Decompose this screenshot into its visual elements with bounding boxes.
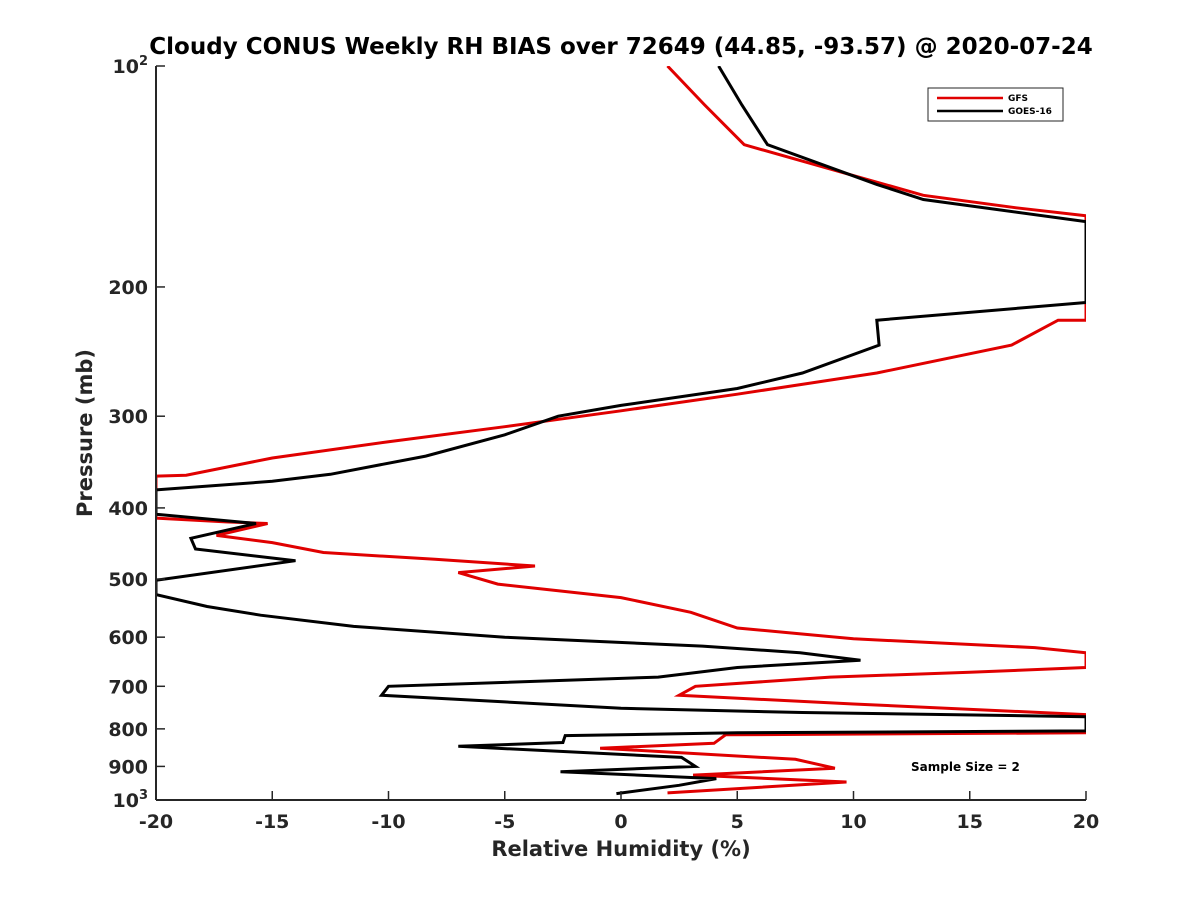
y-tick-label: 700 <box>108 676 148 698</box>
x-tick-label: -5 <box>494 811 515 833</box>
y-tick-label: 200 <box>108 277 148 299</box>
series-line-goes-16 <box>156 66 1086 796</box>
x-tick-label: 20 <box>1073 811 1099 833</box>
y-tick-label: 600 <box>108 627 148 649</box>
legend-box <box>927 87 1064 122</box>
y-axis-label: Pressure (mb) <box>73 349 97 517</box>
x-tick-label: -10 <box>371 811 405 833</box>
x-tick-label: 15 <box>957 811 983 833</box>
y-tick-label: 300 <box>108 406 148 428</box>
series-line-gfs <box>156 66 1086 795</box>
y-tick-label: 400 <box>108 498 148 520</box>
y-tick-label: 102 <box>113 54 149 78</box>
y-tick-label: 103 <box>113 788 149 812</box>
y-axis-ticks: 102 200 300 400 500 600 700 800 900 103 <box>108 54 165 812</box>
x-tick-label: 10 <box>840 811 866 833</box>
legend-label-goes16: GOES-16 <box>1008 107 1052 117</box>
x-tick-label: 0 <box>614 811 627 833</box>
legend-label-gfs: GFS <box>1008 94 1028 104</box>
chart-title: Cloudy CONUS Weekly RH BIAS over 72649 (… <box>149 34 1092 60</box>
sample-size-annotation: Sample Size = 2 <box>911 760 1020 774</box>
y-tick-label: 500 <box>108 569 148 591</box>
y-tick-label: 900 <box>108 756 148 778</box>
x-axis-ticks: -20 -15 -10 -5 0 5 10 15 20 <box>139 791 1099 833</box>
x-axis-label: Relative Humidity (%) <box>491 837 750 861</box>
legend: GFS GOES-16 <box>927 87 1064 122</box>
y-tick-label: 800 <box>108 719 148 741</box>
x-tick-label: 5 <box>731 811 744 833</box>
x-tick-label: -15 <box>255 811 289 833</box>
series-layer <box>156 66 1086 796</box>
x-tick-label: -20 <box>139 811 173 833</box>
